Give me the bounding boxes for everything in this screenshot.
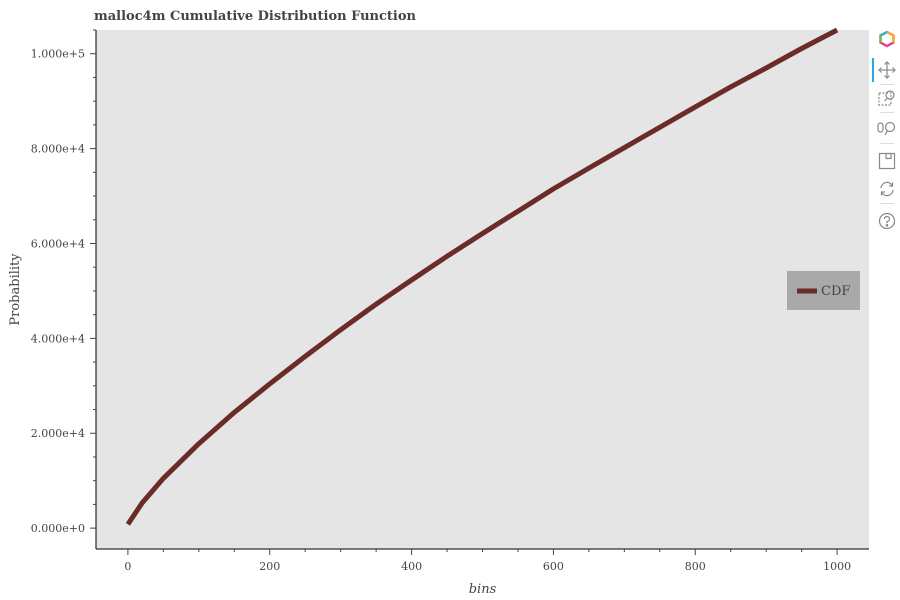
wheel-zoom-icon[interactable]: [876, 118, 898, 140]
series-layer: [125, 27, 839, 526]
axes: 0 200 400 600 800 1000 0.000e+0 2.000e+4 4.000e+…: [31, 29, 869, 573]
reset-icon[interactable]: [876, 178, 898, 200]
help-icon[interactable]: [876, 210, 898, 232]
y-tick-label: 8.000e+4: [31, 143, 85, 156]
x-tick-label: 0: [124, 560, 131, 573]
chart-title: malloc4m Cumulative Distribution Functio…: [94, 9, 416, 24]
y-tick-label: 4.000e+4: [31, 332, 85, 345]
pan-icon[interactable]: [876, 59, 898, 81]
y-tick-label: 6.000e+4: [31, 237, 85, 250]
toolbar-separator: [880, 112, 894, 113]
plot-area: [96, 30, 869, 549]
legend-label-cdf: CDF: [821, 284, 850, 299]
y-tick-label: 0.000e+0: [31, 522, 85, 535]
y-tick-label: 2.000e+4: [31, 427, 85, 440]
save-icon[interactable]: [876, 150, 898, 172]
x-tick-label: 800: [685, 560, 706, 573]
x-tick-label: 200: [259, 560, 280, 573]
x-axis-label: bins: [469, 582, 497, 597]
x-tick-label: 600: [543, 560, 564, 573]
toolbar-separator: [880, 143, 894, 144]
toolbar-separator: [880, 84, 894, 85]
toolbar-separator: [880, 203, 894, 204]
y-axis-label: Probability: [8, 253, 23, 326]
x-tick-label: 1000: [823, 560, 851, 573]
x-tick-label: 400: [401, 560, 422, 573]
bokeh-logo-icon[interactable]: [876, 30, 898, 52]
cdf-series-line: [125, 27, 839, 526]
active-tool-indicator: [872, 58, 874, 82]
box-zoom-icon[interactable]: [876, 87, 898, 109]
legend: CDF: [787, 271, 860, 310]
y-tick-label: 1.000e+5: [31, 48, 85, 61]
